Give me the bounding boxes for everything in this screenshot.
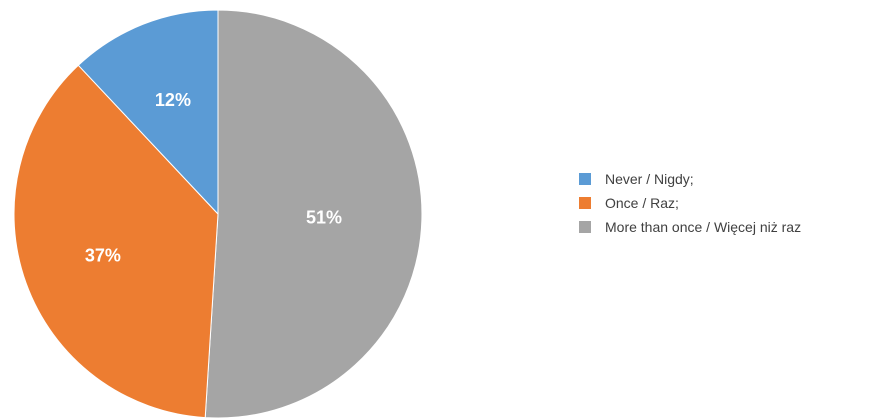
legend-label-more-than-once: More than once / Więcej niż raz xyxy=(605,219,802,235)
legend-item-more-than-once: More than once / Więcej niż raz xyxy=(579,215,801,239)
legend-swatch-more-than-once xyxy=(579,221,591,233)
legend-item-once: Once / Raz; xyxy=(579,191,801,215)
legend-swatch-once xyxy=(579,197,591,209)
pie-slice-never xyxy=(77,9,219,216)
legend-label-never: Never / Nigdy; xyxy=(605,171,694,187)
pie-slice-once xyxy=(13,64,219,418)
legend-label-once: Once / Raz; xyxy=(605,195,679,211)
data-label-more-than-once: 51% xyxy=(306,207,342,227)
data-label-never: 12% xyxy=(155,90,191,110)
legend: Never / Nigdy; Once / Raz; More than onc… xyxy=(579,167,801,239)
legend-item-never: Never / Nigdy; xyxy=(579,167,801,191)
legend-swatch-never xyxy=(579,173,591,185)
pie-slice-more-than-once xyxy=(204,9,423,418)
data-label-once: 37% xyxy=(85,245,121,265)
